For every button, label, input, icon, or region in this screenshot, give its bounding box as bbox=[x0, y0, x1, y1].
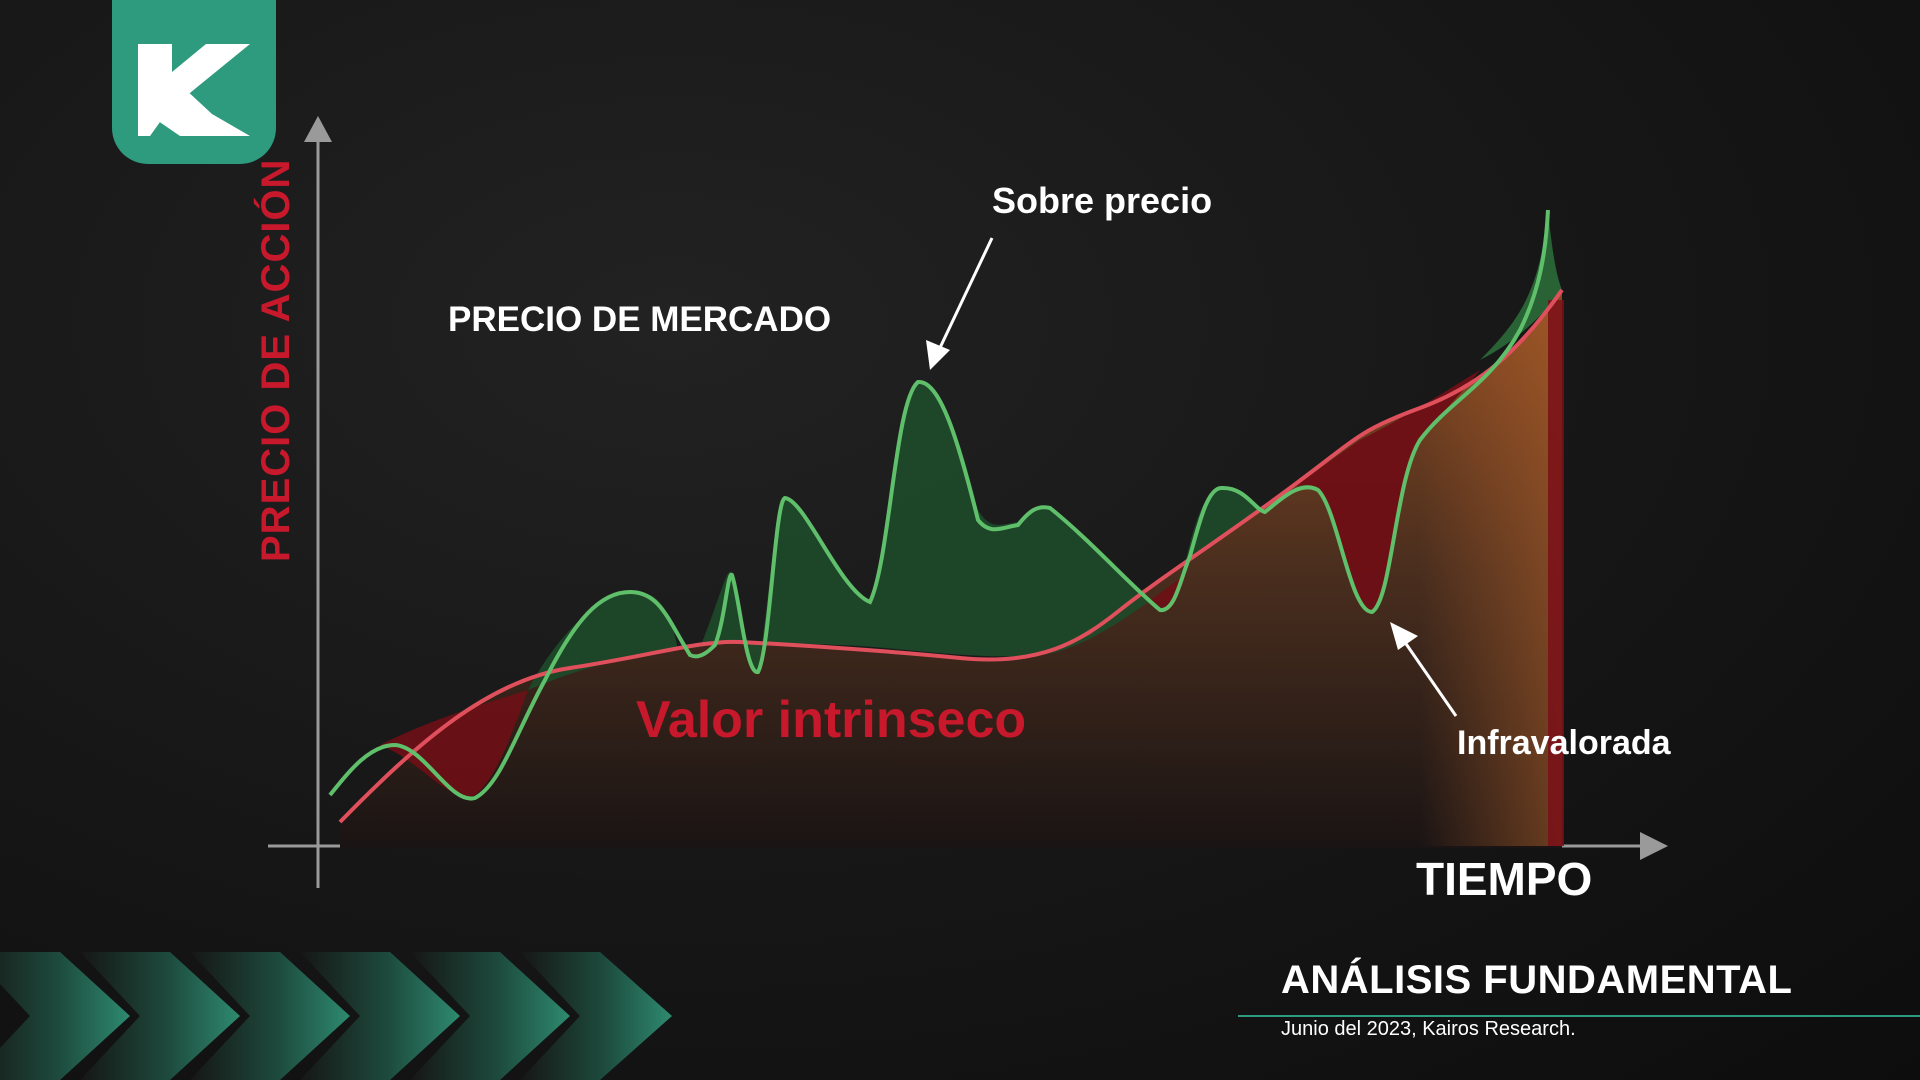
y-axis-arrow-icon bbox=[304, 116, 332, 142]
k-letter-logo-icon bbox=[138, 44, 250, 136]
intrinsic-value-label: Valor intrinseco bbox=[636, 691, 1027, 749]
market-price-label: PRECIO DE MERCADO bbox=[448, 300, 832, 339]
overpriced-arrow-head-icon bbox=[926, 340, 950, 370]
footer-divider bbox=[1238, 1015, 1920, 1017]
footer-subtitle: Junio del 2023, Kairos Research. bbox=[1281, 1018, 1576, 1040]
chevron-decoration bbox=[0, 952, 672, 1080]
x-axis-label: TIEMPO bbox=[1416, 853, 1593, 905]
chevron-right-icon bbox=[520, 952, 672, 1080]
market-price-line bbox=[328, 209, 1550, 801]
undervalued-region bbox=[380, 690, 528, 797]
undervalued-label: Infravalorada bbox=[1457, 724, 1671, 762]
overpriced-region bbox=[528, 381, 1186, 690]
chevron-right-icon bbox=[80, 952, 240, 1080]
undervalued-region bbox=[1150, 574, 1186, 611]
overpriced-label: Sobre precio bbox=[992, 180, 1213, 221]
intrinsic-value-line bbox=[338, 288, 1564, 824]
y-axis-label: PRECIO DE ACCIÓN bbox=[254, 158, 298, 562]
undervalued-arrow bbox=[1400, 637, 1458, 717]
chevron-right-icon bbox=[300, 952, 460, 1080]
undervalued-edge-band bbox=[1548, 300, 1564, 846]
x-axis-arrow-icon bbox=[1640, 832, 1668, 860]
overpriced-arrow bbox=[936, 237, 994, 353]
footer-title: ANÁLISIS FUNDAMENTAL bbox=[1281, 958, 1793, 1002]
chevron-right-icon bbox=[190, 952, 350, 1080]
chevron-right-icon bbox=[410, 952, 570, 1080]
undervalued-arrow-head-icon bbox=[1390, 622, 1418, 650]
chevron-right-icon bbox=[0, 952, 130, 1080]
brand-logo bbox=[112, 0, 276, 164]
intrinsic-value-area bbox=[340, 290, 1562, 848]
